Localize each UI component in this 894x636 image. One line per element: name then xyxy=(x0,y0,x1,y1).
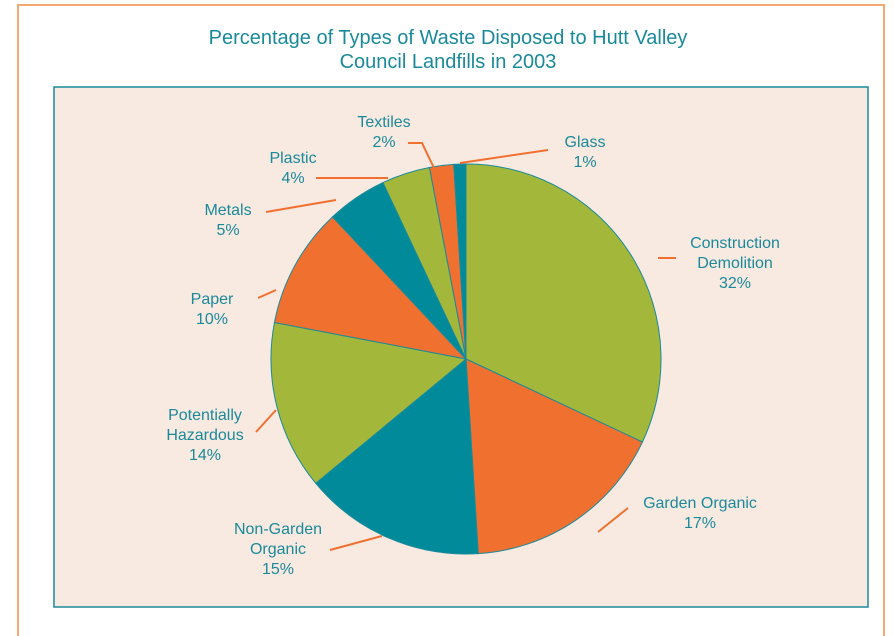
outer-frame xyxy=(17,4,885,636)
pie-slice xyxy=(273,216,468,360)
slice-label: Paper xyxy=(191,291,234,308)
leader-line xyxy=(265,199,337,213)
value-label: 32% xyxy=(719,275,751,292)
leader-line xyxy=(459,149,549,164)
chart-title: Percentage of Types of Waste Disposed to… xyxy=(209,27,688,73)
value-label: 14% xyxy=(189,447,221,464)
value-label: 5% xyxy=(216,222,239,239)
pie-slice xyxy=(315,357,479,555)
slice-label: Textiles xyxy=(357,114,410,131)
slice-label: Potentially Hazardous xyxy=(166,407,243,444)
leader-line xyxy=(329,535,383,551)
value-label: 4% xyxy=(281,170,304,187)
slice-label: Garden Organic xyxy=(643,495,757,512)
pie-slice xyxy=(270,321,468,485)
slice-label: Metals xyxy=(204,202,251,219)
leader-line xyxy=(408,142,435,169)
value-label: 1% xyxy=(573,154,596,171)
value-label: 2% xyxy=(372,134,395,151)
value-label: 10% xyxy=(196,311,228,328)
leader-line xyxy=(597,507,629,533)
leader-line xyxy=(257,289,277,299)
pie-slice xyxy=(453,163,467,360)
value-label: 17% xyxy=(684,515,716,532)
pie-slice xyxy=(465,163,662,443)
pie-slice xyxy=(465,358,644,555)
slice-label: Plastic xyxy=(269,150,316,167)
slice-label: Non-Garden Organic xyxy=(234,521,322,558)
slice-label: Construction Demolition xyxy=(690,235,780,272)
value-label: 15% xyxy=(262,561,294,578)
leader-line xyxy=(255,409,277,433)
slice-label: Glass xyxy=(565,134,606,151)
